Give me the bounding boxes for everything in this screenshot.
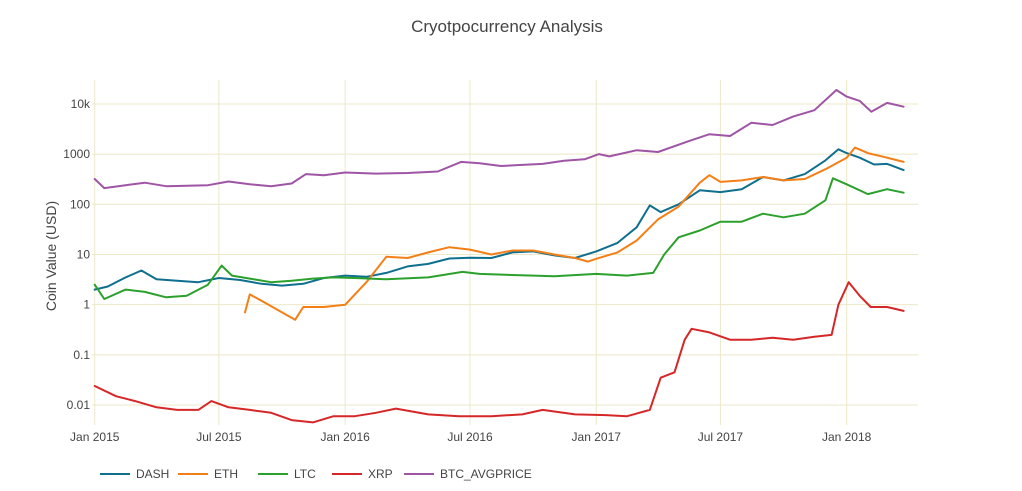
series-line-dash (93, 148, 905, 291)
y-axis-label: Coin Value (USD) (43, 201, 59, 311)
series-line-xrp (93, 281, 905, 424)
legend-label: XRP (368, 467, 393, 481)
y-tick-label: 1000 (63, 147, 90, 161)
legend: DASH ETH LTC XRP BTC_AVGPRICE (100, 467, 532, 481)
series-line-eth (244, 146, 905, 321)
y-axis: 0.01 0.1 1 10 100 1000 10k (63, 97, 91, 412)
x-tick-label: Jul 2017 (698, 430, 744, 444)
plot-area (93, 89, 905, 424)
legend-item-xrp[interactable]: XRP (332, 467, 393, 481)
x-tick-label: Jan 2015 (70, 430, 120, 444)
x-tick-label: Jul 2016 (447, 430, 493, 444)
legend-item-dash[interactable]: DASH (100, 467, 169, 481)
legend-label: ETH (214, 467, 238, 481)
chart-title: Cryotpocurrency Analysis (411, 17, 603, 36)
x-axis: Jan 2015 Jul 2015 Jan 2016 Jul 2016 Jan 2017… (70, 430, 872, 444)
legend-item-btc-avgprice[interactable]: BTC_AVGPRICE (404, 467, 532, 481)
y-tick-label: 0.1 (73, 348, 90, 362)
x-tick-label: Jan 2018 (822, 430, 872, 444)
y-tick-label: 0.01 (67, 398, 91, 412)
y-tick-label: 1 (83, 298, 90, 312)
legend-item-eth[interactable]: ETH (178, 467, 238, 481)
legend-label: DASH (136, 467, 169, 481)
legend-label: LTC (294, 467, 316, 481)
legend-label: BTC_AVGPRICE (440, 467, 532, 481)
grid (92, 80, 918, 425)
y-tick-label: 10 (77, 247, 91, 261)
x-tick-label: Jan 2017 (572, 430, 622, 444)
x-tick-label: Jan 2016 (320, 430, 370, 444)
legend-item-ltc[interactable]: LTC (258, 467, 316, 481)
series-line-ltc (93, 177, 905, 300)
y-tick-label: 10k (71, 97, 91, 111)
y-tick-label: 100 (70, 197, 90, 211)
series-line-btc-avgprice (93, 89, 905, 190)
x-tick-label: Jul 2015 (196, 430, 242, 444)
